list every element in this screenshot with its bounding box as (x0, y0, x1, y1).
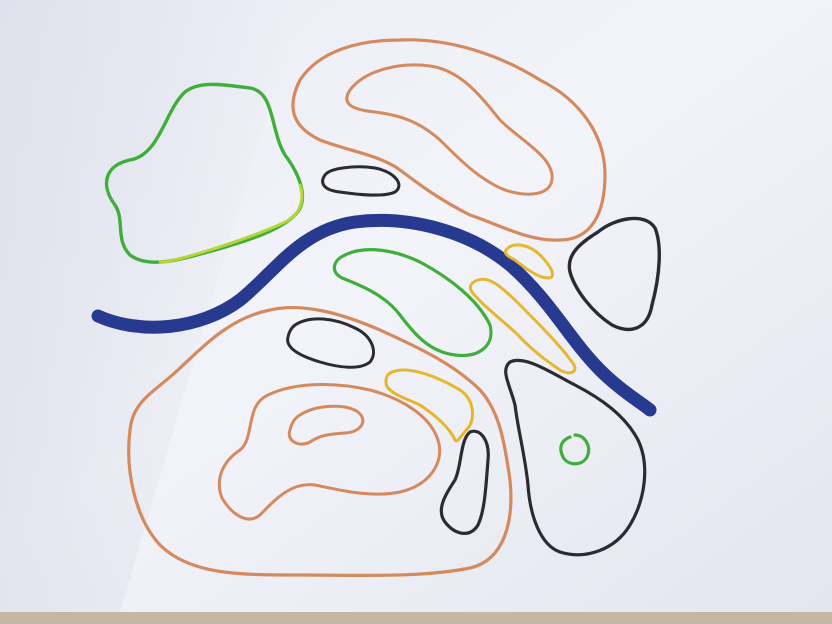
orange-outline-bottom-inner (217, 383, 442, 521)
yellow-outline-diagonal (468, 277, 577, 375)
blue-thick-curve (91, 213, 657, 417)
green-outline-middle (332, 248, 493, 358)
green-outline-small-circle (559, 433, 591, 466)
black-outline-vertical-pill (439, 429, 490, 535)
black-outline-small-pill (321, 165, 401, 197)
green-highlight-stroke (158, 183, 304, 264)
paper-shadow (0, 0, 300, 612)
black-outline-middle-blob (286, 317, 375, 369)
green-outline-left-blob (104, 82, 305, 264)
orange-outline-top-inner (345, 63, 554, 196)
yellow-outline-small (503, 243, 554, 280)
orange-outline-bottom-outer (127, 306, 513, 578)
black-outline-triangle (567, 216, 661, 332)
orange-outline-bottom-tiny (287, 404, 365, 446)
yellow-outline-bottom (384, 368, 474, 443)
black-outline-large-blob (504, 358, 647, 557)
orange-outline-top-outer (291, 38, 607, 242)
